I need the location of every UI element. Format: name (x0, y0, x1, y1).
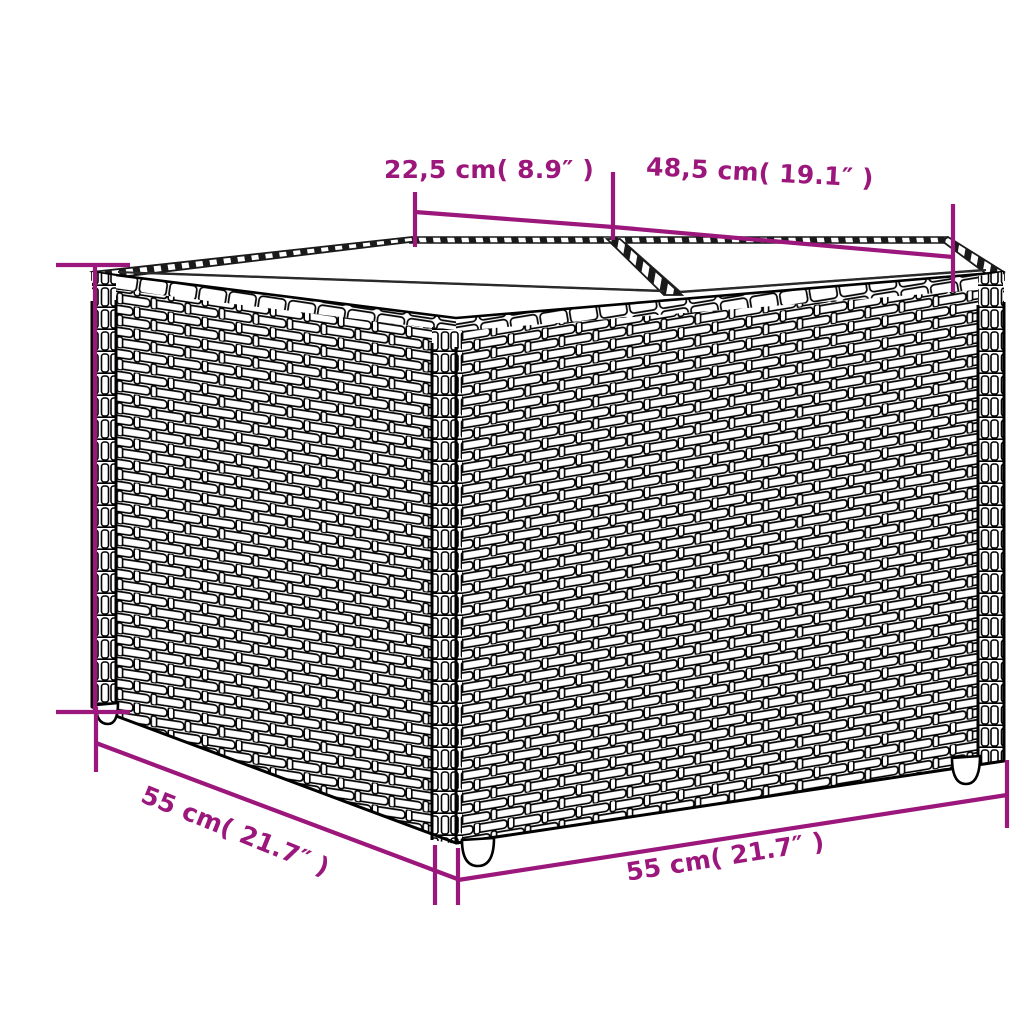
dimension-top-right-line (610, 172, 956, 292)
dimension-lines (56, 172, 1010, 905)
dimension-label-top-left: 22,5 cm( 8.9″ ) (384, 155, 594, 184)
front-left-woven-panel (94, 287, 456, 843)
dimension-height-line (56, 262, 130, 715)
dimension-width-line (455, 760, 1010, 905)
foot-front (460, 836, 496, 868)
table-body-outline (90, 300, 1006, 845)
right-woven-panel (456, 288, 1002, 843)
glass-frame-back-rail (408, 236, 954, 244)
foot-right (950, 754, 982, 786)
dimension-top-left-line (412, 192, 614, 247)
glass-frame-divider (604, 238, 685, 296)
dimension-depth-line (93, 707, 461, 905)
table-illustration (89, 235, 1006, 868)
